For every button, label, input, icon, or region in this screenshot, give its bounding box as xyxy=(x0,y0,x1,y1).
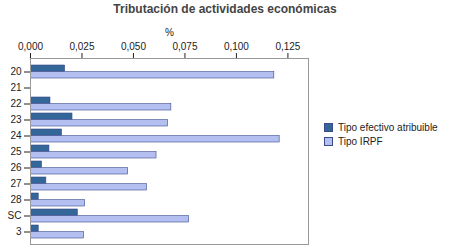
svg-text:SC: SC xyxy=(8,210,22,221)
svg-text:0,000: 0,000 xyxy=(18,41,43,52)
svg-text:25: 25 xyxy=(10,146,22,157)
svg-text:0,025: 0,025 xyxy=(69,41,94,52)
svg-text:27: 27 xyxy=(10,178,22,189)
svg-text:26: 26 xyxy=(10,162,22,173)
svg-text:%: % xyxy=(165,27,174,38)
svg-text:20: 20 xyxy=(10,66,22,77)
html-text:Tributación de actividades eco: Tributación de actividades económicas xyxy=(113,2,337,16)
svg-text:28: 28 xyxy=(10,194,22,205)
html-text:Tipo IRPF: Tipo IRPF xyxy=(338,135,383,147)
svg-text:24: 24 xyxy=(10,130,22,141)
svg-text:21: 21 xyxy=(10,82,22,93)
svg-text:0,100: 0,100 xyxy=(224,41,249,52)
svg-text:0,075: 0,075 xyxy=(172,41,197,52)
html-text:Tipo efectivo atribuible: Tipo efectivo atribuible xyxy=(338,121,438,133)
svg-text:0,125: 0,125 xyxy=(275,41,300,52)
svg-text:3: 3 xyxy=(16,226,22,237)
svg-text:23: 23 xyxy=(10,114,22,125)
svg-text:0,050: 0,050 xyxy=(121,41,146,52)
svg-text:22: 22 xyxy=(10,98,22,109)
